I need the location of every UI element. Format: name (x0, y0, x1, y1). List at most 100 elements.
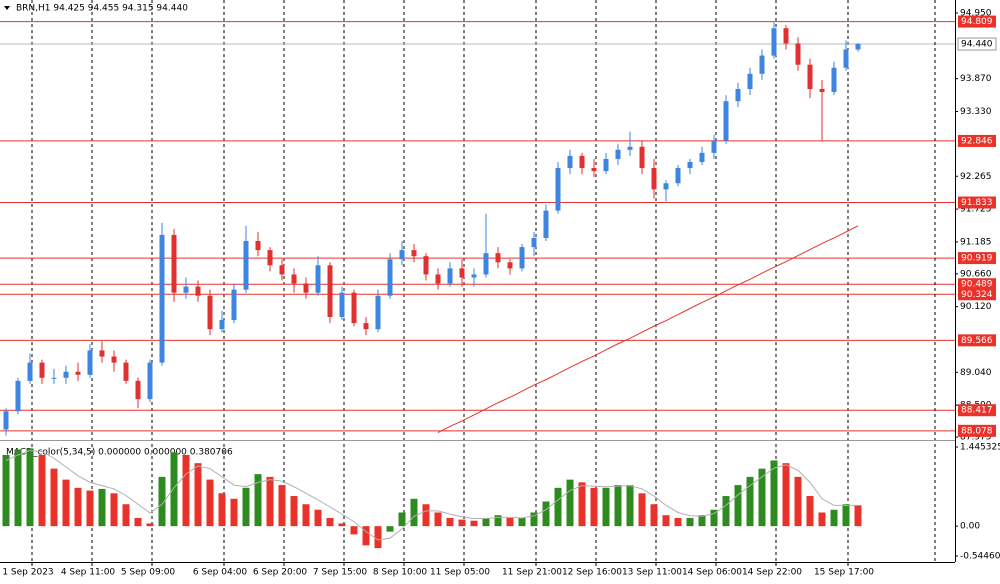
y-tick-label: 94.950 (960, 9, 992, 19)
candle-body (63, 371, 69, 378)
candle-body (219, 320, 225, 330)
candle-body (567, 155, 573, 169)
menu-arrow[interactable] (4, 6, 10, 10)
x-tick-label: 6 Sep 20:00 (253, 568, 308, 578)
x-tick-label: 8 Sep 10:00 (373, 568, 428, 578)
candle-body (303, 283, 309, 293)
level-label-box (958, 134, 996, 147)
candle-body (111, 356, 117, 363)
macd-bar (806, 496, 814, 527)
macd-bar (338, 523, 346, 527)
candle-body (747, 73, 753, 90)
level-label: 89.566 (961, 336, 993, 346)
candle-body (507, 262, 513, 269)
macd-bar (146, 523, 154, 527)
candle-body (543, 210, 549, 238)
candle-body (267, 250, 273, 266)
macd-bar (134, 517, 142, 527)
y-tick-label: 90.120 (960, 302, 992, 312)
macd-bar (746, 476, 754, 527)
macd-bar (614, 485, 622, 527)
level-label: 91.833 (961, 198, 993, 208)
macd-bar (314, 509, 322, 527)
macd-bar (578, 482, 586, 527)
candle-body (603, 158, 609, 172)
macd-bar (842, 504, 850, 527)
candle-body (855, 44, 861, 50)
x-tick-label: 14 Sep 06:00 (682, 568, 742, 578)
macd-bar (590, 487, 598, 527)
candle-body (471, 274, 477, 278)
macd-bar (122, 504, 130, 527)
candle-body (795, 43, 801, 65)
candle-body (435, 274, 441, 284)
candle-body (723, 101, 729, 141)
macd-bar (758, 468, 766, 527)
macd-bar (662, 515, 670, 527)
candle-body (495, 253, 501, 263)
macd-bar (518, 517, 526, 527)
level-label: 88.417 (961, 406, 993, 416)
candle-body (519, 247, 525, 269)
candle-body (447, 268, 453, 284)
macd-bar (350, 526, 358, 535)
candle-body (75, 371, 81, 375)
macd-bar (830, 509, 838, 527)
level-label-box (958, 15, 996, 28)
macd-bar (158, 476, 166, 527)
y-tick-label: 89.040 (960, 368, 992, 378)
candle-body (171, 234, 177, 293)
level-label-box (958, 404, 996, 417)
macd-bar (566, 479, 574, 527)
level-label: 94.809 (961, 17, 993, 27)
candle-body (291, 274, 297, 284)
candle-body (651, 168, 657, 190)
candle-body (711, 140, 717, 153)
candle-body (483, 253, 489, 275)
y-tick-label: 91.185 (960, 237, 992, 247)
macd-bar (638, 493, 646, 527)
candle-body (327, 265, 333, 318)
macd-bar (446, 517, 454, 527)
candle-body (459, 268, 465, 278)
macd-y-tick-label: 0.00 (960, 522, 980, 532)
candle-body (807, 64, 813, 90)
macd-bar (302, 504, 310, 527)
candle-body (699, 152, 705, 162)
main-pane (0, 21, 955, 436)
candle-body (99, 350, 105, 357)
candle-body (615, 149, 621, 159)
x-tick-label: 12 Sep 16:00 (562, 568, 622, 578)
macd-bar (98, 488, 106, 527)
macd-bar (494, 515, 502, 527)
candle-body (255, 241, 261, 251)
macd-bar (602, 487, 610, 527)
x-tick-label: 11 Sep 05:00 (430, 568, 490, 578)
macd-bar (782, 463, 790, 527)
macd-bar (734, 485, 742, 527)
candle-body (87, 350, 93, 375)
x-tick-label: 5 Sep 09:00 (121, 568, 176, 578)
level-label-box (958, 424, 996, 437)
macd-y-tick-label: -0.544601 (960, 552, 1000, 562)
y-tick-label: 92.265 (960, 172, 992, 182)
macd-bar (686, 517, 694, 527)
macd-bar (626, 485, 634, 527)
candle-body (423, 256, 429, 275)
macd-bar (242, 487, 250, 527)
macd-bar (326, 517, 334, 527)
macd-title: MACD_color(5,34,5) 0.000000 0.000000 0.3… (6, 448, 233, 458)
macd-bar (218, 493, 226, 527)
macd-bar (530, 512, 538, 527)
candle-body (375, 295, 381, 330)
candle-body (759, 55, 765, 74)
macd-bar (266, 476, 274, 527)
y-tick-label: 91.725 (960, 205, 992, 215)
candle-body (279, 265, 285, 275)
candle-body (207, 295, 213, 330)
candle-body (411, 250, 417, 257)
macd-bar (170, 452, 178, 527)
candle-body (687, 161, 693, 169)
chart-title: BRN,H1 94.425 94.455 94.315 94.440 (16, 4, 188, 14)
